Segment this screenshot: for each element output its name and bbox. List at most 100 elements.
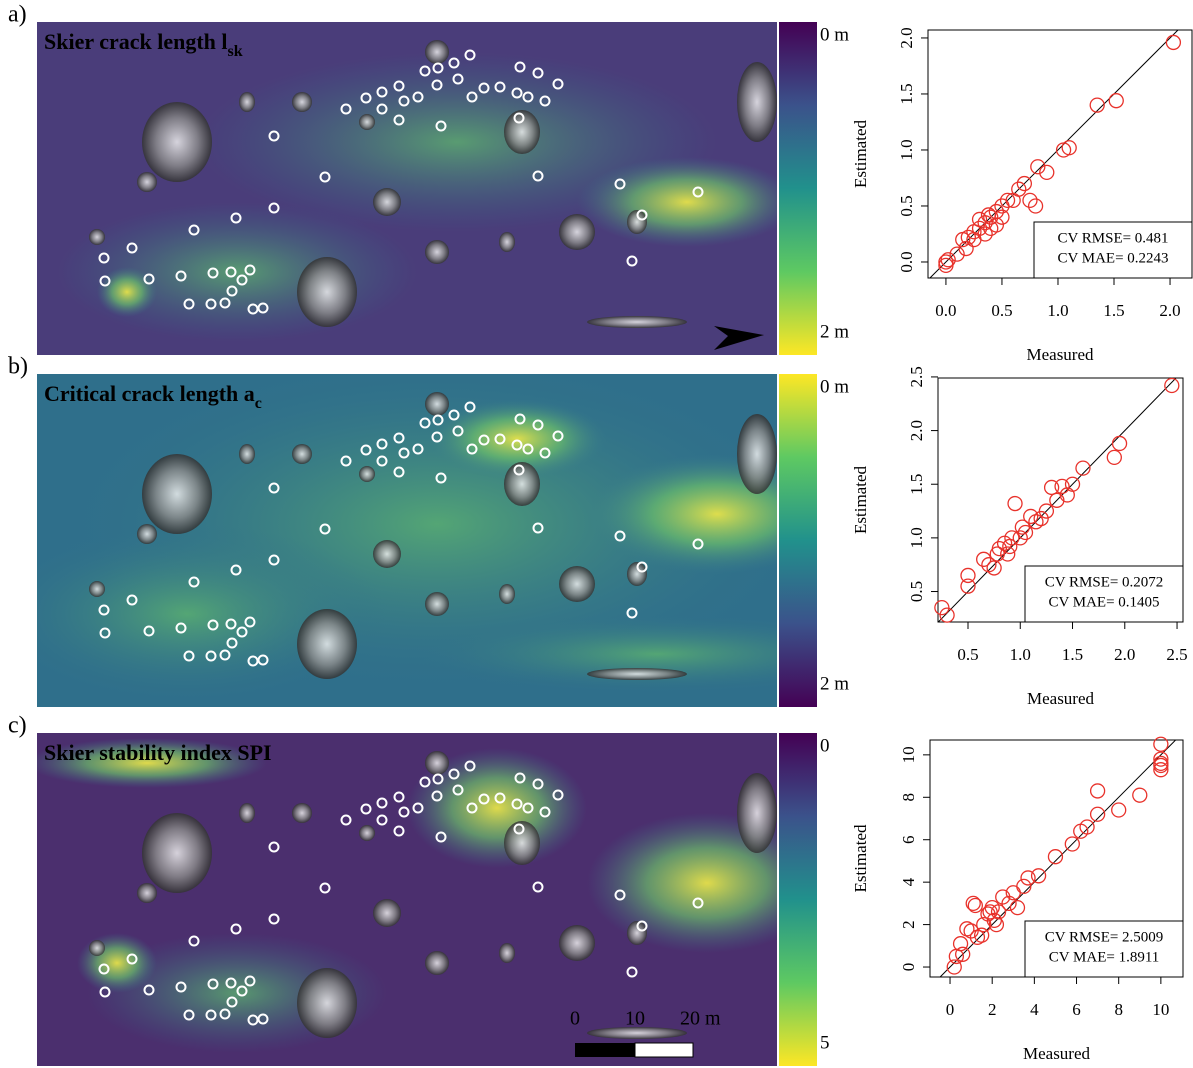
rock bbox=[499, 943, 515, 963]
point bbox=[1089, 97, 1105, 113]
rock bbox=[504, 821, 540, 865]
colorbar-label: 0 m bbox=[820, 376, 849, 397]
point bbox=[1039, 164, 1055, 181]
point bbox=[1007, 495, 1023, 512]
rock bbox=[239, 444, 255, 464]
rock bbox=[297, 968, 357, 1038]
site-marker bbox=[692, 186, 704, 198]
colorbar-label: 5 bbox=[820, 1032, 830, 1053]
x-tick-label: 0.0 bbox=[935, 301, 956, 320]
site-marker bbox=[626, 255, 638, 267]
scatter-plot: 0.0 0.5 1.0 1.5 2.0 0.0 0.5 1.0 1.5 2.0 Measured Es… bbox=[851, 27, 1193, 364]
site-marker bbox=[432, 62, 444, 74]
site-marker bbox=[514, 413, 526, 425]
rock bbox=[89, 229, 105, 245]
site-marker bbox=[452, 784, 464, 796]
site-marker bbox=[247, 1014, 259, 1026]
site-marker bbox=[376, 86, 388, 98]
site-marker bbox=[513, 823, 525, 835]
panel-letter: c) bbox=[8, 713, 27, 739]
x-tick-label: 2 bbox=[988, 1000, 997, 1019]
site-marker bbox=[207, 978, 219, 990]
site-marker bbox=[268, 482, 280, 494]
point bbox=[1111, 802, 1127, 818]
point bbox=[990, 904, 1007, 920]
site-marker bbox=[319, 171, 331, 183]
rock bbox=[89, 940, 105, 956]
point bbox=[1106, 449, 1122, 466]
point bbox=[1023, 508, 1039, 525]
point bbox=[1075, 460, 1091, 476]
x-tick-label: 2.0 bbox=[1114, 645, 1135, 664]
point bbox=[1153, 755, 1169, 771]
site-marker bbox=[268, 841, 280, 853]
y-tick-label: 2 bbox=[899, 920, 918, 929]
x-tick-label: 1.5 bbox=[1103, 301, 1124, 320]
site-marker bbox=[376, 797, 388, 809]
site-marker bbox=[513, 112, 525, 124]
colorbar bbox=[779, 22, 817, 355]
site-marker bbox=[532, 170, 544, 182]
rock bbox=[587, 316, 687, 328]
point bbox=[1033, 510, 1049, 527]
site-marker bbox=[419, 776, 431, 788]
point bbox=[939, 607, 955, 623]
point bbox=[994, 198, 1010, 214]
point bbox=[952, 936, 969, 952]
site-marker bbox=[225, 977, 237, 989]
maps: a) Skier crack length lsk 0 m 2 m b) Critical… bbox=[8, 2, 849, 1066]
map bbox=[37, 374, 777, 707]
map-patch bbox=[97, 267, 157, 317]
site-marker bbox=[99, 986, 111, 998]
site-marker bbox=[188, 935, 200, 947]
rock bbox=[627, 921, 647, 945]
map-title-subscript: sk bbox=[228, 43, 243, 60]
rock bbox=[292, 92, 312, 112]
stats-text: CV MAE= 0.1405 bbox=[1048, 594, 1159, 610]
panel-letter: b) bbox=[8, 354, 28, 380]
point bbox=[967, 897, 983, 914]
rock bbox=[504, 110, 540, 154]
point bbox=[1153, 751, 1169, 767]
map-patch bbox=[77, 933, 157, 993]
site-marker bbox=[244, 264, 256, 276]
site-marker bbox=[552, 430, 564, 442]
site-marker bbox=[99, 275, 111, 287]
rock bbox=[359, 114, 375, 130]
site-marker bbox=[183, 298, 195, 310]
site-marker bbox=[448, 57, 460, 69]
point bbox=[1047, 849, 1064, 865]
site-marker bbox=[539, 95, 551, 107]
scale-bar-black bbox=[575, 1043, 635, 1057]
site-marker bbox=[435, 120, 447, 132]
rock bbox=[292, 803, 312, 823]
site-marker bbox=[393, 791, 405, 803]
rock bbox=[359, 825, 375, 841]
map-title-text: Skier stability index SPI bbox=[44, 740, 272, 765]
site-marker bbox=[692, 538, 704, 550]
site-marker bbox=[552, 78, 564, 90]
site-marker bbox=[268, 202, 280, 214]
x-tick-label: 1.0 bbox=[1010, 645, 1031, 664]
site-marker bbox=[236, 626, 248, 638]
site-marker bbox=[219, 297, 231, 309]
site-marker bbox=[205, 650, 217, 662]
site-marker bbox=[539, 806, 551, 818]
rock bbox=[737, 62, 777, 142]
stats-box bbox=[1024, 920, 1184, 978]
site-marker bbox=[412, 91, 424, 103]
colorbar bbox=[779, 733, 817, 1066]
point bbox=[1009, 899, 1026, 916]
point bbox=[1016, 878, 1032, 895]
rock bbox=[137, 172, 157, 192]
point bbox=[980, 207, 997, 223]
site-marker bbox=[636, 209, 648, 221]
site-marker bbox=[448, 409, 460, 421]
rock bbox=[292, 444, 312, 464]
site-marker bbox=[513, 464, 525, 476]
site-marker bbox=[247, 303, 259, 315]
map-title-subscript: c bbox=[255, 395, 262, 412]
x-axis-label: Measured bbox=[1027, 689, 1095, 708]
site-marker bbox=[393, 825, 405, 837]
panel-letter: a) bbox=[8, 2, 27, 28]
